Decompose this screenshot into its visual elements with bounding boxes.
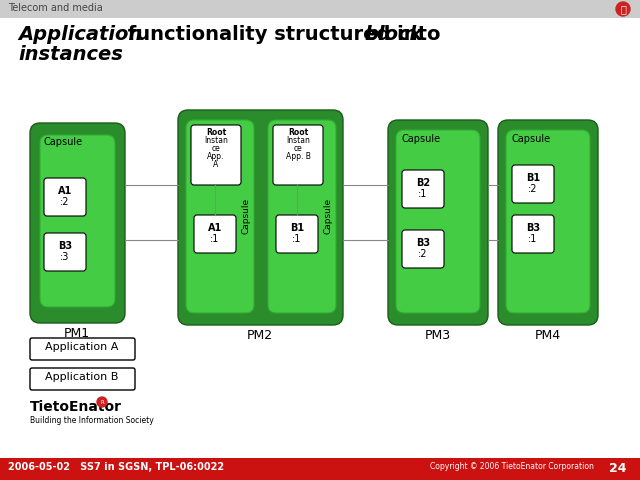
Text: Instan: Instan [286,136,310,145]
FancyBboxPatch shape [30,123,125,323]
Text: Capsule: Capsule [512,134,551,144]
Text: Root: Root [288,128,308,137]
Text: instances: instances [18,45,123,64]
Text: A: A [213,160,219,169]
Text: Application B: Application B [45,372,118,382]
Text: :1: :1 [292,234,301,244]
FancyBboxPatch shape [191,125,241,185]
Text: A1: A1 [58,186,72,196]
Text: :1: :1 [419,189,428,199]
Text: B3: B3 [526,223,540,233]
Text: TietoEnator: TietoEnator [30,400,122,414]
Text: PM4: PM4 [535,329,561,342]
Text: Copyright © 2006 TietoEnator Corporation: Copyright © 2006 TietoEnator Corporation [430,462,594,471]
Text: :2: :2 [60,197,70,207]
Text: Capsule: Capsule [323,198,333,234]
FancyBboxPatch shape [506,130,590,313]
Text: Application A: Application A [45,342,118,352]
Text: Telecom and media: Telecom and media [8,3,103,13]
Text: App.: App. [207,152,225,161]
Text: block: block [364,25,422,44]
Text: PM2: PM2 [247,329,273,342]
Text: PM1: PM1 [64,327,90,340]
Text: B1: B1 [290,223,304,233]
Text: Ⓡ: Ⓡ [620,4,626,14]
FancyBboxPatch shape [512,165,554,203]
Text: B3: B3 [58,241,72,251]
FancyBboxPatch shape [273,125,323,185]
FancyBboxPatch shape [396,130,480,313]
FancyBboxPatch shape [194,215,236,253]
Text: B1: B1 [526,173,540,183]
FancyBboxPatch shape [30,368,135,390]
Bar [0,458,640,480]
Text: Root: Root [206,128,226,137]
Text: functionality structured into: functionality structured into [121,25,447,44]
Text: ce: ce [294,144,302,153]
FancyBboxPatch shape [44,178,86,216]
FancyBboxPatch shape [268,120,336,313]
Text: A1: A1 [208,223,222,233]
Text: B2: B2 [416,178,430,188]
FancyBboxPatch shape [276,215,318,253]
Text: PM3: PM3 [425,329,451,342]
Text: Capsule: Capsule [402,134,441,144]
Text: Capsule: Capsule [241,198,250,234]
Text: 24: 24 [609,462,627,475]
Text: Capsule: Capsule [44,137,83,147]
Text: 2006-05-02   SS7 in SGSN, TPL-06:0022: 2006-05-02 SS7 in SGSN, TPL-06:0022 [8,462,224,472]
FancyBboxPatch shape [178,110,343,325]
Text: ce: ce [212,144,220,153]
FancyBboxPatch shape [186,120,254,313]
FancyBboxPatch shape [44,233,86,271]
FancyBboxPatch shape [30,338,135,360]
Text: R: R [100,399,104,405]
Circle shape [97,397,107,407]
Text: App. B: App. B [285,152,310,161]
FancyBboxPatch shape [498,120,598,325]
FancyBboxPatch shape [40,135,115,307]
Text: :1: :1 [211,234,220,244]
FancyBboxPatch shape [512,215,554,253]
Text: B3: B3 [416,238,430,248]
Circle shape [616,2,630,16]
FancyBboxPatch shape [388,120,488,325]
Text: Application: Application [18,25,142,44]
Bar [0,0,640,18]
Text: Building the Information Society: Building the Information Society [30,416,154,425]
Text: :2: :2 [419,249,428,259]
FancyBboxPatch shape [402,230,444,268]
FancyBboxPatch shape [402,170,444,208]
Text: :3: :3 [60,252,70,262]
Text: :2: :2 [528,184,538,194]
Text: Instan: Instan [204,136,228,145]
Text: :1: :1 [528,234,538,244]
